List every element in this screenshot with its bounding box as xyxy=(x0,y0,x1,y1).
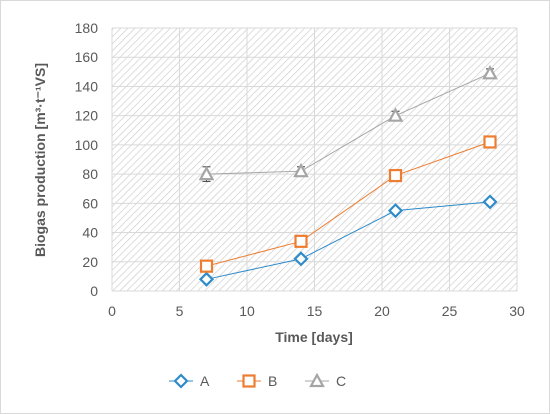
series-layer xyxy=(198,64,498,287)
series-B xyxy=(199,135,497,273)
y-tick-label: 120 xyxy=(75,108,99,124)
legend-label: C xyxy=(336,373,346,389)
y-tick-label: 20 xyxy=(82,254,98,270)
data-point-C xyxy=(293,162,309,178)
legend-entry-A: A xyxy=(169,373,210,389)
legend-marker xyxy=(309,372,325,388)
x-axis-title: Time [days] xyxy=(275,329,353,345)
x-tick-label: 25 xyxy=(442,303,458,319)
y-tick-label: 40 xyxy=(82,225,98,241)
y-tick-label: 140 xyxy=(75,78,99,94)
data-point-C xyxy=(198,165,215,181)
legend-label: B xyxy=(268,373,277,389)
series-line-B xyxy=(206,141,491,267)
series-C xyxy=(198,64,498,182)
y-tick-label: 60 xyxy=(82,195,98,211)
x-tick-labels: 0 5 10 15 20 25 30 xyxy=(108,303,525,319)
y-tick-label: 100 xyxy=(75,137,99,153)
x-tick-label: 10 xyxy=(239,303,255,319)
y-axis-title: Biogas production [m³·t⁻¹VS] xyxy=(32,63,48,257)
data-point-A xyxy=(482,194,498,210)
data-point-C xyxy=(387,107,404,122)
data-point-B xyxy=(294,234,308,248)
data-point-B xyxy=(199,259,214,273)
legend-entry-C: C xyxy=(305,372,346,389)
series-line-A xyxy=(206,201,491,280)
x-tick-label: 15 xyxy=(307,303,323,319)
grid-lines xyxy=(111,27,518,292)
legend-marker xyxy=(242,374,256,388)
x-tick-label: 20 xyxy=(374,303,390,319)
legend-entry-B: B xyxy=(237,373,277,389)
data-point-C xyxy=(482,64,498,80)
y-tick-label: 80 xyxy=(82,166,98,182)
x-tick-label: 0 xyxy=(108,303,116,319)
data-point-A xyxy=(387,203,404,219)
series-line-C xyxy=(206,72,491,175)
x-tick-label: 5 xyxy=(176,303,184,319)
y-tick-label: 0 xyxy=(90,283,98,299)
data-point-B xyxy=(388,168,403,183)
legend: A B C xyxy=(169,372,346,389)
series-A xyxy=(198,194,498,287)
x-tick-label: 30 xyxy=(509,303,525,319)
y-tick-label: 160 xyxy=(75,49,99,65)
data-point-A xyxy=(198,271,215,287)
y-tick-labels: 0 20 40 60 80 100 120 140 160 180 xyxy=(75,20,99,299)
data-point-A xyxy=(293,251,309,267)
legend-marker xyxy=(173,373,189,389)
y-tick-label: 180 xyxy=(75,20,99,36)
legend-label: A xyxy=(200,373,210,389)
data-point-B xyxy=(483,135,497,149)
